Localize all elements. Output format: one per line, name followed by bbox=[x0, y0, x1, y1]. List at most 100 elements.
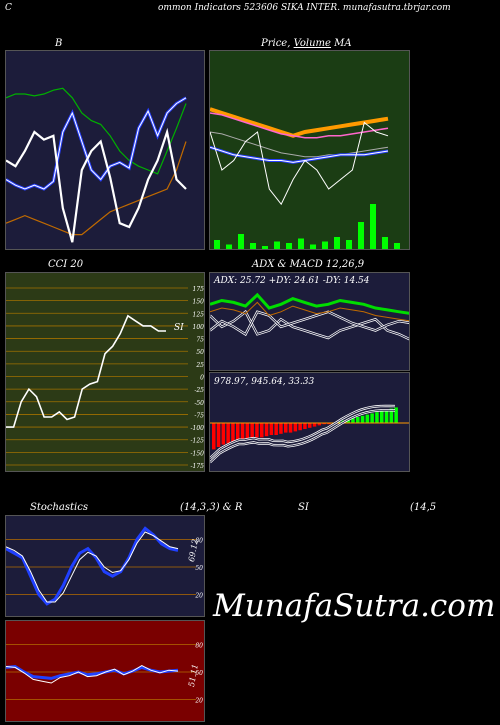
price-title: Price, Volume MA bbox=[261, 38, 352, 49]
cci-tick-label: -100 bbox=[191, 425, 205, 432]
cci-tick-label: 50 bbox=[196, 349, 204, 356]
macd-histogram-bar bbox=[245, 423, 250, 440]
cci-tick-label: -25 bbox=[194, 387, 204, 394]
macd-histogram-bar bbox=[346, 419, 350, 423]
volume-bar bbox=[214, 240, 220, 249]
rsi-title: SI bbox=[298, 502, 309, 513]
macd-histogram-bar bbox=[216, 423, 221, 447]
cci-line bbox=[6, 314, 166, 428]
volume-bar bbox=[310, 244, 316, 249]
macd-line-inner bbox=[210, 405, 396, 459]
cci-tick-label: 25 bbox=[195, 362, 204, 369]
macd-histogram-bar bbox=[312, 423, 317, 427]
volume-bar bbox=[322, 241, 328, 249]
macd-histogram-bar bbox=[365, 414, 370, 423]
adx-orange-line bbox=[210, 301, 409, 322]
macd-histogram-bar bbox=[360, 415, 365, 423]
macd-histogram-bar bbox=[288, 423, 293, 433]
macd-histogram-bar bbox=[327, 423, 331, 425]
volume-bar bbox=[274, 241, 280, 249]
volume-bar bbox=[382, 237, 388, 249]
cci-tick-label: -150 bbox=[191, 450, 205, 457]
macd-histogram-bar bbox=[269, 423, 274, 435]
macd-histogram-bar bbox=[221, 423, 226, 445]
svg-stoch-tick-label: 20 bbox=[194, 593, 203, 600]
volume-bar bbox=[298, 238, 304, 249]
macd-chart bbox=[210, 404, 409, 464]
macd-histogram-bar bbox=[231, 423, 235, 443]
header-letter: C bbox=[5, 3, 12, 13]
svg-stoch-main-line bbox=[6, 526, 179, 606]
macd-histogram-bar bbox=[317, 423, 322, 426]
macd-histogram-bar bbox=[260, 423, 264, 438]
stoch-title-params: (14,3,3) & R bbox=[180, 502, 243, 513]
svg-stoch-tick-label: 80 bbox=[195, 537, 203, 544]
price-title-a: Price, bbox=[261, 38, 294, 49]
rsi-panel: 80 50 20 51.11 bbox=[5, 620, 205, 722]
macd-histogram-bar bbox=[308, 423, 312, 428]
macd-histogram-bar bbox=[279, 423, 283, 434]
cci-tick-label: 0 bbox=[200, 375, 204, 382]
macd-histogram-bar bbox=[255, 423, 259, 438]
cci-tick-label: 150 bbox=[193, 299, 205, 306]
rsi-title-params: (14,5 bbox=[410, 502, 437, 513]
macd-histogram-bar bbox=[303, 423, 307, 429]
svg-rsi-tick-label: 20 bbox=[194, 698, 203, 705]
price-close-line bbox=[210, 121, 389, 206]
adx-plus-di-inner bbox=[210, 311, 409, 336]
volume-bar bbox=[334, 237, 340, 249]
brand-watermark: MunafaSutra.com bbox=[213, 588, 496, 624]
volume-bar bbox=[238, 234, 244, 249]
volume-bar bbox=[370, 204, 376, 249]
adx-line bbox=[210, 292, 409, 315]
cci-title: CCI 20 bbox=[48, 259, 84, 270]
svg-stoch-tick-label: 50 bbox=[195, 565, 203, 572]
cci-tick-label: 100 bbox=[193, 324, 205, 331]
macd-histogram-bar bbox=[264, 423, 269, 437]
svg-rsi-signal-line bbox=[6, 665, 179, 684]
cci-tick-label: -75 bbox=[194, 412, 204, 419]
adx-legend: ADX: 25.72 +DY: 24.61 -DY: 14.54 bbox=[214, 276, 370, 286]
stoch-chart: 80 50 20 bbox=[6, 526, 203, 606]
price-panel bbox=[209, 50, 410, 250]
macd-histogram-bar bbox=[284, 423, 288, 433]
price-chart bbox=[210, 107, 400, 249]
boll-middle-band-inner bbox=[6, 97, 187, 190]
volume-bar bbox=[394, 243, 400, 249]
price-title-c: MA bbox=[330, 38, 352, 49]
header-title: ommon Indicators 523606 SIKA INTER. muna… bbox=[158, 3, 451, 13]
macd-histogram-bar bbox=[384, 409, 389, 423]
cci-panel: 175 150 125 100 75 50 25 0 -25 -50 -75 -100 -125 -150… bbox=[5, 272, 205, 472]
bollinger-title: B bbox=[55, 38, 63, 49]
price-ma-long bbox=[210, 107, 389, 138]
volume-bar bbox=[262, 246, 268, 249]
bollinger-panel bbox=[5, 50, 205, 250]
macd-histogram-bar bbox=[298, 423, 302, 431]
macd-signal-inner bbox=[210, 409, 396, 463]
macd-histogram-bar bbox=[250, 423, 254, 439]
macd-histogram-bar bbox=[212, 423, 216, 450]
volume-bar bbox=[346, 240, 352, 249]
stoch-panel: 80 50 20 69.12 bbox=[5, 515, 205, 617]
volume-bar bbox=[286, 243, 292, 249]
cci-label: SI bbox=[174, 323, 184, 333]
macd-histogram-bar bbox=[380, 411, 384, 423]
volume-bar bbox=[226, 244, 232, 249]
svg-stoch-signal-line bbox=[6, 531, 179, 603]
svg-rsi-tick-label: 80 bbox=[195, 642, 203, 649]
macd-histogram-bar bbox=[394, 407, 398, 423]
rsi-chart: 80 50 20 bbox=[6, 642, 203, 705]
macd-legend: 978.97, 945.64, 33.33 bbox=[214, 377, 315, 387]
svg-rsi-tick-label: 50 bbox=[195, 670, 203, 677]
boll-upper-band bbox=[6, 87, 187, 175]
cci-tick-label: 125 bbox=[193, 311, 205, 318]
volume-bar bbox=[250, 243, 256, 249]
cci-tick-label: -125 bbox=[191, 438, 205, 445]
boll-price bbox=[6, 127, 187, 243]
macd-histogram-bar bbox=[356, 417, 360, 423]
macd-histogram-bar bbox=[236, 423, 240, 441]
cci-tick-label: -50 bbox=[194, 400, 204, 407]
macd-histogram-bar bbox=[370, 413, 374, 423]
macd-histogram-bar bbox=[240, 423, 245, 440]
macd-histogram-bar bbox=[389, 408, 394, 423]
